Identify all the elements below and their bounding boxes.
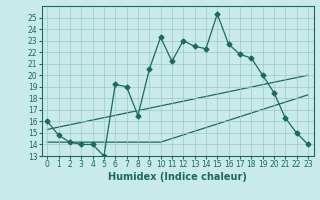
X-axis label: Humidex (Indice chaleur): Humidex (Indice chaleur) (108, 172, 247, 182)
